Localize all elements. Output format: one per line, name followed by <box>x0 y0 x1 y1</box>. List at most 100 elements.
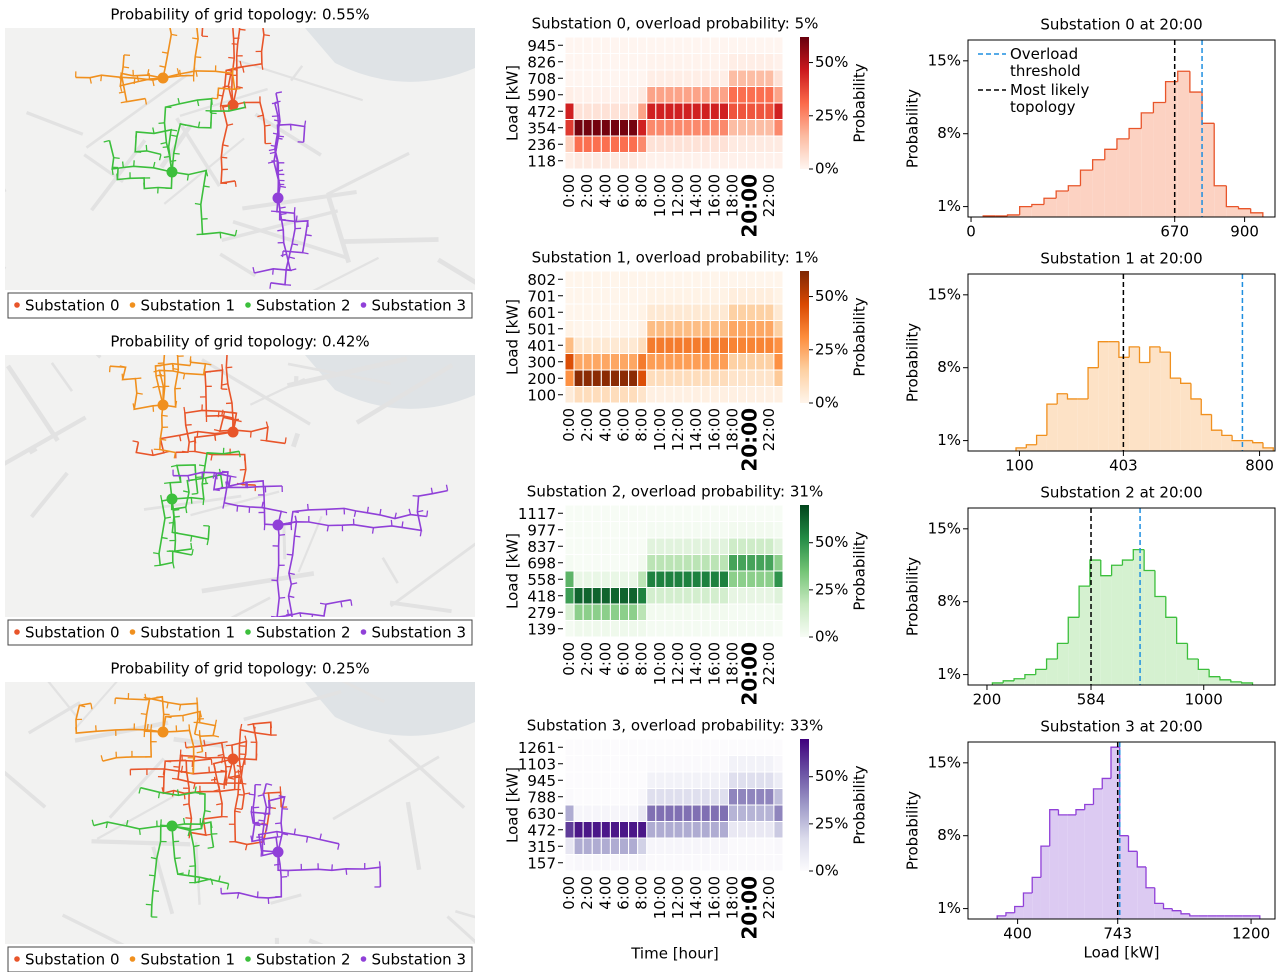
heatmap-cell <box>665 555 674 572</box>
network-stub <box>231 319 237 320</box>
x-tick-label: 200 <box>973 691 1002 709</box>
y-tick-label: 300 <box>527 353 556 371</box>
heatmap-cell <box>629 855 638 872</box>
heatmap-cell <box>765 855 774 872</box>
heatmap-cell <box>583 772 592 789</box>
y-tick-label: 100 <box>527 386 556 404</box>
x-tick-label: 1200 <box>1232 925 1270 943</box>
heatmap-cell <box>692 772 701 789</box>
network-stub <box>173 510 179 511</box>
heatmap-cell <box>692 822 701 839</box>
heatmap-cell <box>656 571 665 588</box>
histogram-bar <box>1032 205 1044 217</box>
x-tick-label: 12:00 <box>669 642 687 685</box>
y-tick-label: 279 <box>527 604 556 622</box>
heatmap-cell <box>656 805 665 822</box>
heatmap-cell <box>692 538 701 555</box>
x-tick-label: 10:00 <box>651 408 669 451</box>
heatmap-cell <box>638 354 647 371</box>
network-stub <box>135 378 141 379</box>
heatmap-cell <box>774 321 783 338</box>
colorbar-tick-label: 25% <box>815 814 848 832</box>
heatmap-cell <box>692 571 701 588</box>
heatmap-cell <box>583 288 592 305</box>
heatmap-cell <box>629 354 638 371</box>
network-stub <box>123 161 124 167</box>
heatmap-cell <box>574 304 583 321</box>
heatmap-cell <box>719 571 728 588</box>
legend-dot <box>361 302 367 308</box>
heatmap-cell <box>710 789 719 806</box>
histogram-bar <box>1088 368 1098 451</box>
heatmap-cell <box>610 772 619 789</box>
x-tick-label: 8:00 <box>633 408 651 442</box>
heatmap-cell <box>565 805 574 822</box>
network-stub <box>235 181 236 187</box>
heatmap-cell <box>610 337 619 354</box>
heatmap-cell <box>774 288 783 305</box>
heatmap-cell <box>747 103 756 120</box>
y-tick-label: 708 <box>527 70 556 88</box>
network-stub <box>281 213 287 214</box>
heatmap-cell <box>647 604 656 621</box>
heatmap-cell <box>738 772 747 789</box>
heatmap-cell <box>710 756 719 773</box>
heatmap-cell <box>683 370 692 387</box>
heatmap-cell <box>629 555 638 572</box>
heatmap-cell <box>674 789 683 806</box>
heatmap-cell <box>701 70 710 87</box>
heatmap-cell <box>729 370 738 387</box>
colorbar-tick-label: 0% <box>815 394 839 412</box>
heatmap-cell <box>692 555 701 572</box>
x-tick-label: 12:00 <box>669 876 687 919</box>
heatmap-cell <box>747 321 756 338</box>
heatmap-title: Substation 0, overload probability: 5% <box>532 15 819 33</box>
heatmap-cell <box>601 288 610 305</box>
heatmap-cell <box>610 87 619 104</box>
heatmap-cell <box>610 538 619 555</box>
colorbar-tick-label: 25% <box>815 340 848 358</box>
network-stub <box>264 35 270 36</box>
legend-label: Substation 2 <box>256 624 350 642</box>
heatmap-cell <box>656 304 665 321</box>
network-stub <box>226 367 232 368</box>
network-stub <box>159 123 165 124</box>
heatmap-cell <box>683 505 692 522</box>
heatmap-cell <box>592 571 601 588</box>
heatmap-cell <box>756 571 765 588</box>
heatmap-cell <box>647 304 656 321</box>
heatmap-cell <box>592 739 601 756</box>
heatmap-cell <box>710 37 719 54</box>
histogram-bar <box>1101 576 1112 685</box>
heatmap-cell <box>592 855 601 872</box>
heatmap-cell <box>583 103 592 120</box>
heatmap-cell <box>774 37 783 54</box>
heatmap-cell <box>665 288 674 305</box>
network-stub <box>112 169 113 175</box>
heatmap-cell <box>765 838 774 855</box>
network-stub <box>257 24 263 25</box>
heatmap-cell <box>592 288 601 305</box>
heatmap-cell <box>620 571 629 588</box>
heatmap-cell <box>756 153 765 170</box>
heatmap-cell <box>638 70 647 87</box>
legend-dot <box>130 956 136 962</box>
heatmap-cell <box>574 838 583 855</box>
heatmap-cell <box>620 838 629 855</box>
network-stub <box>312 614 313 620</box>
y-tick-label: 945 <box>527 37 556 55</box>
heatmap-cell <box>610 621 619 638</box>
heatmap-cell <box>601 756 610 773</box>
histogram-step <box>1220 677 1231 680</box>
road <box>284 523 285 559</box>
heatmap-cell <box>574 120 583 137</box>
heatmap-cell <box>565 271 574 288</box>
colorbar-tick-label: 50% <box>815 287 848 305</box>
heatmap-cell <box>710 103 719 120</box>
heatmap-cell <box>620 538 629 555</box>
substation <box>273 193 284 204</box>
heatmap-cell <box>629 822 638 839</box>
heatmap-cell <box>665 505 674 522</box>
heatmap-cell <box>647 855 656 872</box>
heatmap-cell <box>692 337 701 354</box>
